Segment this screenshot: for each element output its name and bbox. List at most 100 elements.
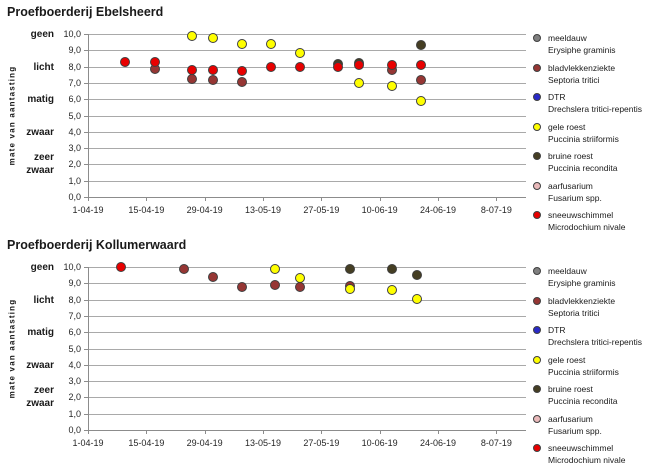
data-point-bruine-roest [416, 39, 427, 50]
y-axis-tick [84, 50, 88, 52]
y-category-label: matig [27, 94, 54, 106]
x-axis-tick [321, 197, 323, 201]
data-point-gele-roest [353, 77, 364, 88]
y-axis-line [88, 267, 89, 430]
legend-latin: Puccinia recondita [548, 396, 618, 406]
legend-marker-gele-roest [533, 122, 541, 131]
data-point-sneeuwschimmel [353, 59, 364, 70]
data-point-bladvlekkenziekte [295, 281, 306, 292]
legend-marker-meeldauw [533, 267, 541, 275]
y-axis-title-text: mate van aantasting [7, 298, 17, 399]
data-point-sneeuwschimmel [295, 62, 306, 73]
x-tick-label: 29-04-19 [186, 205, 223, 215]
y-axis-tick [84, 115, 88, 117]
legend-marker-bladvlekkenziekte [533, 63, 541, 72]
gridline [88, 430, 526, 431]
gridline [88, 99, 526, 101]
x-axis-tick [88, 197, 89, 201]
x-axis-tick [321, 430, 323, 434]
x-axis-tick [437, 430, 439, 434]
data-point-bladvlekkenziekte [187, 73, 198, 84]
chart-ebelsheerd: Proefboerderij Ebelsheerd mate van aanta… [0, 0, 663, 233]
data-point-sneeuwschimmel [387, 59, 398, 70]
legend-latin: Septoria tritici [548, 307, 600, 318]
y-tick-label: 0,0 [68, 425, 81, 435]
y-axis-tick [84, 348, 88, 350]
x-tick-label: 24-06-19 [419, 438, 456, 448]
legend-label: bruine roest [548, 151, 593, 161]
y-axis-tick [84, 82, 88, 84]
x-axis-tick [88, 430, 89, 434]
y-tick-label: 7,0 [68, 77, 81, 88]
x-axis-tick [204, 430, 206, 434]
legend-label: bladvlekkenziekte [548, 295, 616, 306]
legend-label: gele roest [548, 354, 586, 365]
data-point-gele-roest [187, 30, 198, 41]
y-tick-label: 3,0 [68, 376, 81, 387]
y-tick-label: 1,0 [68, 175, 81, 186]
legend-marker-bruine-roest [533, 152, 541, 160]
y-tick-label: 1,0 [68, 408, 81, 419]
data-point-gele-roest [266, 38, 277, 49]
gridline [88, 34, 526, 35]
y-axis-tick [84, 34, 88, 35]
y-axis-tick [84, 164, 88, 166]
legend-label: bruine roest [548, 384, 593, 394]
y-axis-title-text: mate van aantasting [7, 65, 17, 166]
data-point-bruine-roest [387, 264, 398, 275]
gridline [88, 315, 526, 317]
y-axis-tick [84, 267, 88, 268]
data-point-gele-roest [345, 284, 356, 294]
y-tick-label: 0,0 [68, 192, 81, 202]
y-category-label: zeer zwaar [26, 385, 54, 410]
y-category-label: zwaar [26, 359, 54, 371]
gridline [88, 332, 526, 334]
data-point-gele-roest [387, 81, 398, 92]
gridline [88, 115, 526, 117]
y-tick-label: 9,0 [68, 278, 81, 289]
legend-latin: Erysiphe graminis [548, 45, 616, 55]
y-tick-label: 9,0 [68, 45, 81, 56]
legend-label: DTR [548, 325, 566, 335]
x-tick-label: 10-06-19 [361, 438, 398, 448]
data-point-gele-roest [295, 47, 306, 58]
data-point-gele-roest [412, 293, 423, 304]
data-point-gele-roest [270, 263, 281, 274]
gridline [88, 397, 526, 399]
x-axis-tick [146, 197, 148, 201]
x-axis-tick [496, 430, 498, 434]
y-axis-title: mate van aantasting [4, 34, 20, 197]
y-category-label: licht [33, 61, 54, 73]
legend-marker-aarfusarium [533, 414, 541, 423]
legend-label: meeldauw [548, 266, 587, 276]
data-point-bruine-roest [345, 263, 356, 274]
legend-latin: Puccinia striiformis [548, 366, 619, 377]
x-axis-tick [437, 197, 439, 201]
y-axis-tick [84, 299, 88, 301]
legend-marker-DTR [533, 93, 541, 101]
x-tick-label: 10-06-19 [361, 205, 398, 215]
y-category-label: geen [30, 262, 54, 273]
data-point-sneeuwschimmel [207, 64, 218, 75]
gridline [88, 348, 526, 350]
legend-label: aarfusarium [548, 413, 593, 424]
y-tick-label: 4,0 [68, 126, 81, 137]
data-point-sneeuwschimmel [416, 59, 427, 70]
y-axis-title: mate van aantasting [4, 267, 20, 430]
x-tick-label: 1-04-19 [72, 205, 104, 215]
y-tick-label: 3,0 [68, 143, 81, 154]
y-axis-tick [84, 413, 88, 415]
gridline [88, 413, 526, 415]
y-axis-tick [84, 99, 88, 101]
y-category-label: geen [30, 29, 54, 40]
y-axis-tick [84, 430, 88, 431]
y-tick-label: 2,0 [68, 392, 81, 403]
legend-latin: Microdochium nivale [548, 455, 626, 465]
y-axis-tick [84, 283, 88, 285]
y-category-label: zwaar [26, 126, 54, 138]
y-tick-label: 10,0 [63, 29, 81, 39]
legend-marker-meeldauw [533, 34, 541, 42]
y-axis-tick [84, 332, 88, 334]
gridline [88, 148, 526, 150]
x-tick-label: 27-05-19 [303, 205, 340, 215]
